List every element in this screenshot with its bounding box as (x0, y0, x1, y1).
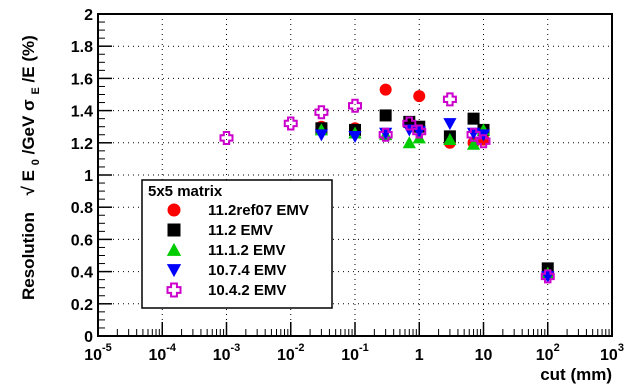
legend-item: 10.4.2 EMV (166, 282, 286, 299)
series-triangle-up (314, 123, 555, 279)
legend-item: 11.2ref07 EMV (167, 202, 309, 219)
x-tick-label-base: 10 (277, 347, 295, 364)
series-circle (315, 83, 554, 280)
data-points (219, 83, 555, 284)
x-tick-label-exponent: 2 (554, 342, 560, 354)
x-tick-label-exponent: -4 (166, 342, 177, 354)
data-point (466, 137, 481, 150)
x-tick-label: 10-5 (84, 342, 112, 364)
legend-marker (166, 264, 182, 278)
x-axis-ticks (97, 322, 613, 336)
y-axis-label-e-sub: 0 (30, 159, 42, 165)
data-point (443, 118, 457, 131)
data-point (402, 136, 416, 149)
y-axis-ticks (98, 13, 112, 337)
series-open-cross (219, 92, 555, 284)
data-point (540, 269, 555, 284)
x-tick-label-exponent: 3 (618, 342, 624, 354)
y-tick-label: 1.6 (71, 71, 93, 88)
legend-label: 10.7.4 EMV (208, 262, 286, 279)
legend-marker (166, 242, 182, 256)
y-axis-tick-labels: 0 0.2 0.4 0.6 0.8 1 1.2 1.4 1.6 1.8 2 (71, 7, 93, 346)
legend-marker (167, 223, 181, 237)
y-axis-label-text: Resolution √ E 0 /GeV σ E /E (%) (19, 35, 43, 300)
data-point (314, 129, 329, 142)
data-point (379, 109, 392, 122)
x-tick-label: 103 (600, 342, 624, 364)
y-tick-label: 1.2 (71, 136, 93, 153)
legend-item: 10.7.4 EMV (166, 262, 286, 279)
y-tick-label: 0.8 (71, 200, 93, 217)
data-point (348, 130, 362, 143)
x-axis-label: cut (mm) (540, 365, 612, 384)
data-point (314, 105, 329, 120)
data-point (379, 83, 392, 96)
x-tick-label-base: 10 (475, 347, 493, 364)
x-tick-label-exponent: -2 (295, 342, 305, 354)
x-tick-label-base: 10 (84, 347, 102, 364)
x-tick-label: 10-3 (213, 342, 241, 364)
x-tick-label-base: 10 (213, 347, 231, 364)
legend-item: 11.2 EMV (167, 222, 273, 239)
x-tick-label-exponent: -3 (231, 342, 241, 354)
legend-item: 11.1.2 EMV (166, 242, 286, 259)
x-tick-label-base: 1 (415, 347, 424, 364)
data-point (283, 116, 298, 131)
data-point (466, 127, 481, 142)
y-tick-label: 0.4 (71, 265, 93, 282)
x-axis-tick-labels: 10-5 10-4 10-3 10-2 10-1 1 10 102 103 (84, 342, 624, 364)
y-axis-label: Resolution √ E 0 /GeV σ E /E (%) (19, 35, 43, 300)
data-point (442, 92, 457, 107)
y-tick-label: 0.2 (71, 297, 93, 314)
x-tick-label: 10 (475, 347, 493, 364)
data-point (412, 124, 427, 139)
data-point (476, 134, 491, 149)
x-tick-label-exponent: -5 (102, 342, 112, 354)
y-tick-label: 1.8 (71, 39, 93, 56)
legend-label: 11.2 EMV (208, 222, 273, 239)
legend-marker (166, 282, 182, 298)
x-tick-label-base: 10 (341, 347, 359, 364)
y-tick-label: 2 (84, 7, 93, 24)
data-point (348, 98, 362, 113)
x-tick-label: 1 (415, 347, 424, 364)
x-tick-label-base: 10 (600, 347, 618, 364)
data-point (402, 116, 417, 131)
legend-title: 5x5 matrix (148, 183, 223, 200)
x-tick-label-base: 10 (536, 347, 554, 364)
legend: 5x5 matrix 11.2ref07 EMV 11.2 EMV 11.1.2 E… (141, 179, 333, 309)
data-point (378, 127, 393, 142)
y-tick-label: 1 (84, 168, 93, 185)
y-axis-label-e: E (19, 170, 38, 181)
legend-label: 11.1.2 EMV (208, 242, 286, 259)
y-tick-label: 0.6 (71, 232, 93, 249)
x-tick-label: 10-2 (277, 342, 305, 364)
data-point (219, 130, 234, 145)
y-axis-label-sigma-sub: E (30, 87, 42, 94)
data-point (413, 90, 426, 103)
x-tick-label: 10-1 (341, 342, 369, 364)
legend-marker (167, 203, 181, 217)
y-axis-label-sqrt: √ (19, 185, 38, 195)
y-axis-label-prefix: Resolution (19, 212, 38, 300)
legend-label: 10.4.2 EMV (208, 282, 286, 299)
y-axis-label-sigma: σ (19, 99, 38, 111)
x-tick-label-base: 10 (148, 347, 166, 364)
x-tick-label: 102 (536, 342, 560, 364)
x-tick-label-exponent: -1 (359, 342, 369, 354)
data-point (467, 112, 480, 125)
legend-items: 11.2ref07 EMV 11.2 EMV 11.1.2 EMV 10.7.4 EM… (166, 202, 309, 299)
y-tick-label: 1.4 (71, 104, 93, 121)
y-tick-label: 0 (84, 329, 93, 346)
data-point (443, 132, 457, 145)
x-tick-label: 10-4 (148, 342, 176, 364)
y-axis-label-gev: /GeV (19, 115, 38, 154)
y-axis-label-tail: /E (%) (19, 35, 38, 82)
legend-label: 11.2ref07 EMV (208, 202, 309, 219)
